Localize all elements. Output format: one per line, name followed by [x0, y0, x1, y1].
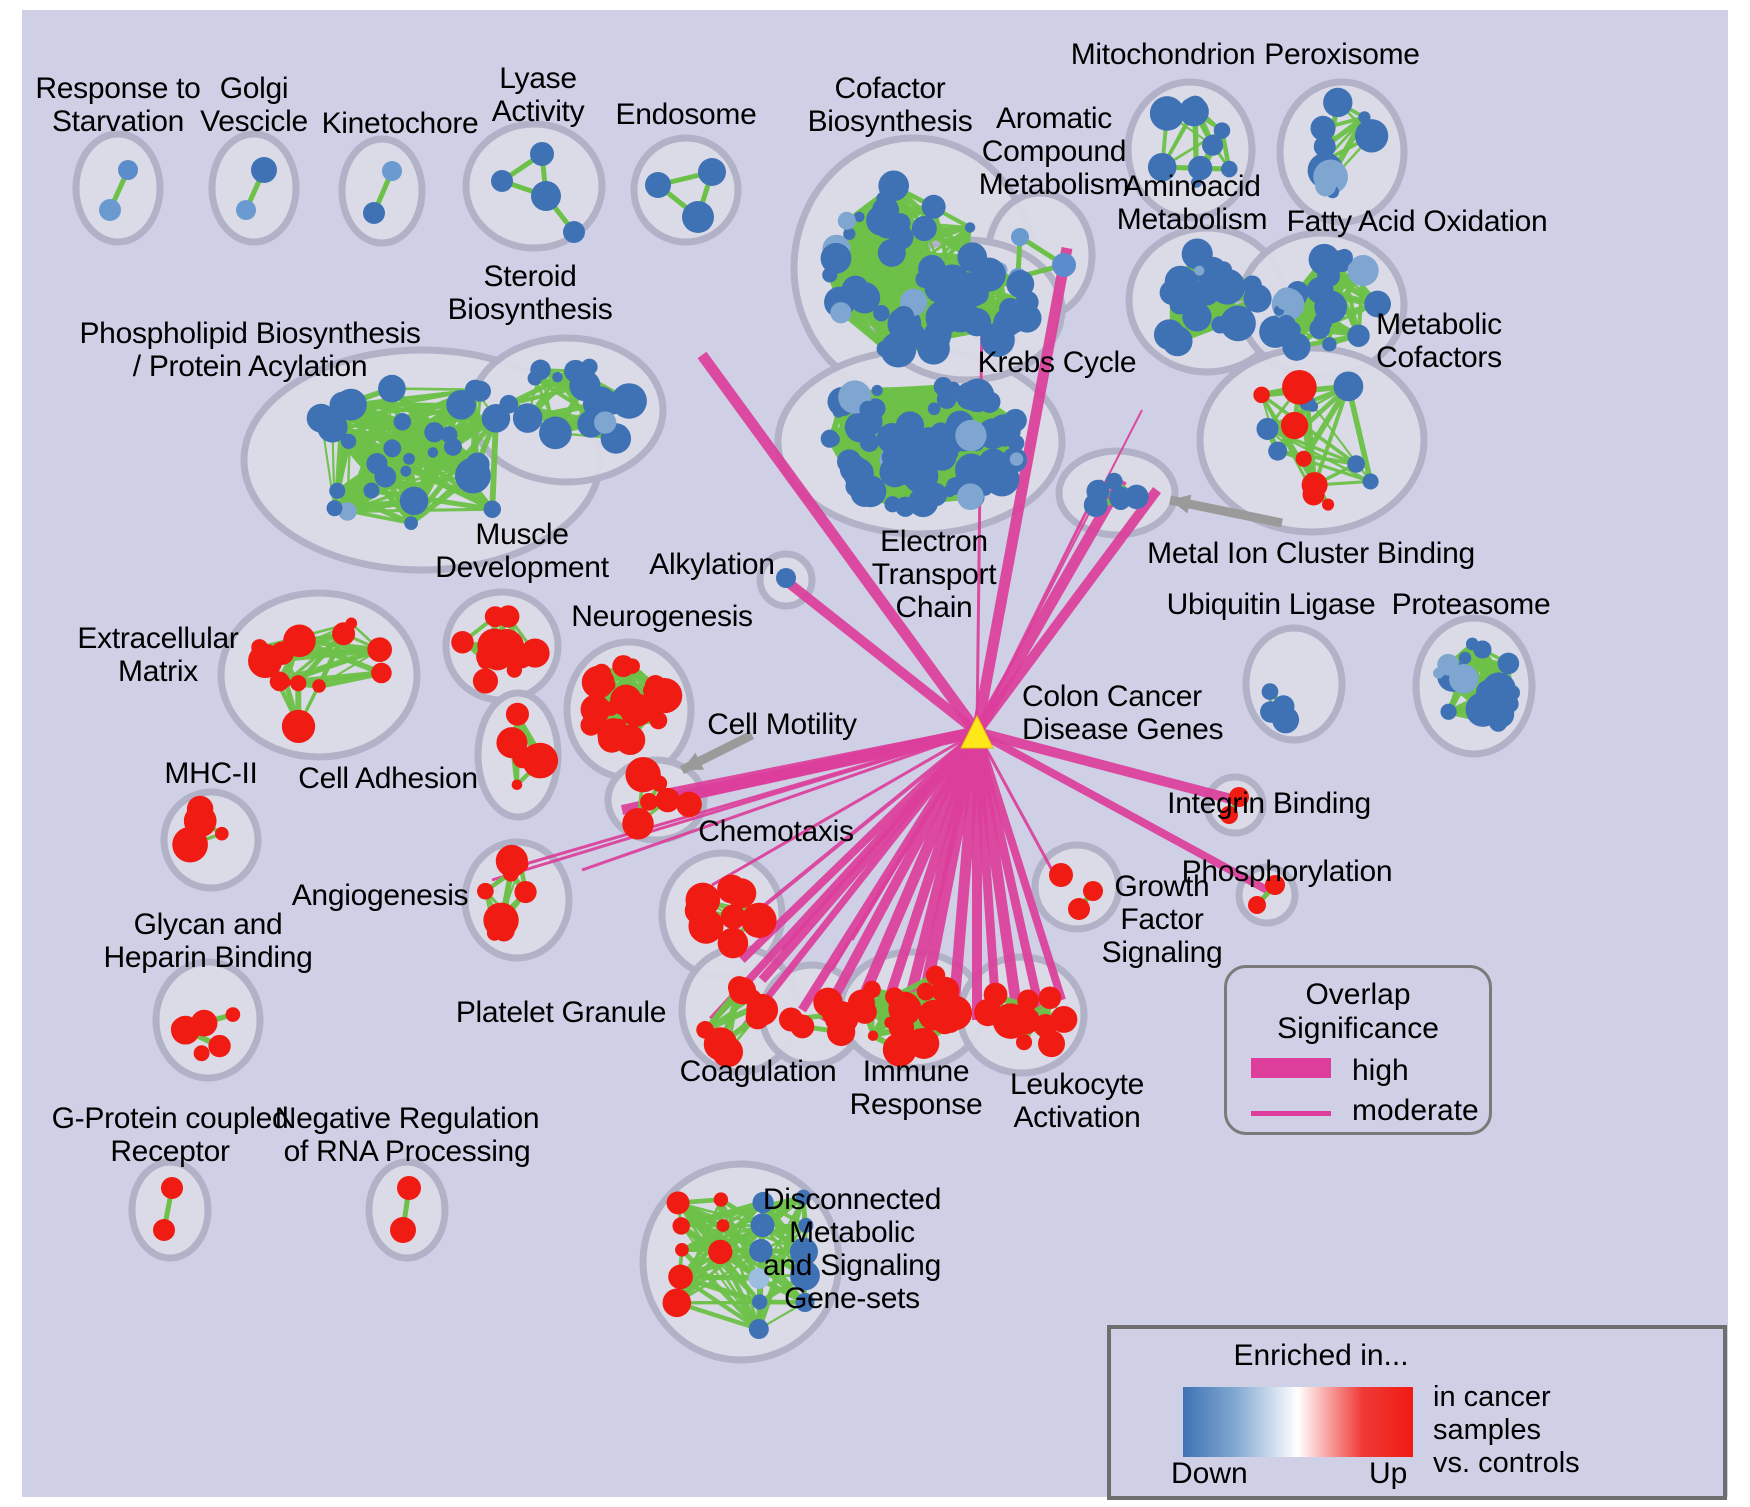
enriched-legend-title: Enriched in...	[1233, 1339, 1409, 1372]
cluster-label-fatty-acid-oxidation: Fatty Acid Oxidation	[1286, 205, 1548, 238]
network-canvas[interactable]: Response to Starvation Golgi Vescicle Kine…	[22, 10, 1728, 1500]
cluster-label-aromatic-compound-metabolism: Aromatic Compound Metabolism	[978, 102, 1130, 201]
cluster-label-alkylation: Alkylation	[649, 548, 775, 581]
cluster-label-metabolic-cofactors: Metabolic Cofactors	[1376, 308, 1502, 374]
overlap-moderate-label: moderate	[1352, 1094, 1479, 1127]
enriched-side-text: in cancer samples vs. controls	[1433, 1381, 1580, 1479]
enriched-colorbar	[1183, 1387, 1413, 1457]
cluster-label-cell-adhesion: Cell Adhesion	[298, 762, 478, 795]
cluster-label-integrin-binding: Integrin Binding	[1167, 787, 1371, 820]
cluster-label-ubiquitin-ligase: Ubiquitin Ligase	[1166, 588, 1376, 621]
network-svg	[72, 78, 1536, 1364]
cluster-label-negative-regulation-rna: Negative Regulation of RNA Processing	[274, 1102, 540, 1168]
cluster-label-metal-ion-cluster-binding: Metal Ion Cluster Binding	[1147, 537, 1475, 570]
cluster-label-leukocyte-activation: Leukocyte Activation	[1009, 1068, 1145, 1134]
cluster-label-steroid-biosynthesis: Steroid Biosynthesis	[447, 260, 613, 326]
overlap-moderate-swatch	[1251, 1111, 1331, 1116]
enriched-up-label: Up	[1369, 1457, 1408, 1490]
cluster-label-lyase-activity: Lyase Activity	[491, 62, 585, 128]
cluster-label-platelet-granule: Platelet Granule	[455, 996, 667, 1029]
cluster-label-angiogenesis: Angiogenesis	[291, 879, 469, 912]
cluster-label-chemotaxis: Chemotaxis	[698, 815, 854, 848]
cluster-label-cofactor-biosynthesis: Cofactor Biosynthesis	[807, 72, 973, 138]
cluster-label-krebs-cycle: Krebs Cycle	[977, 346, 1137, 379]
cluster-label-response-to-starvation: Response to Starvation	[35, 72, 201, 138]
cluster-label-growth-factor-signaling: Growth Factor Signaling	[1101, 870, 1223, 969]
cluster-label-proteasome: Proteasome	[1391, 588, 1551, 621]
cluster-label-cell-motility: Cell Motility	[707, 708, 857, 741]
cluster-label-peroxisome: Peroxisome	[1264, 38, 1420, 71]
enriched-down-label: Down	[1171, 1457, 1248, 1490]
cluster-label-extracellular-matrix: Extracellular Matrix	[77, 622, 239, 688]
cluster-label-glycan-heparin-binding: Glycan and Heparin Binding	[103, 908, 313, 974]
cluster-label-phosphorylation: Phosphorylation	[1181, 855, 1393, 888]
overlap-high-swatch	[1251, 1058, 1331, 1078]
cluster-label-coagulation: Coagulation	[679, 1055, 837, 1088]
enriched-in-legend: Enriched in... Down Up in cancer samples v…	[1107, 1325, 1727, 1500]
overlap-high-label: high	[1352, 1054, 1409, 1087]
cluster-label-immune-response: Immune Response	[849, 1055, 983, 1121]
hub-label-colon-cancer-disease-genes: Colon Cancer Disease Genes	[1022, 680, 1224, 746]
cluster-label-disconnected-gene-sets: Disconnected Metabolic and Signaling Gen…	[762, 1183, 942, 1315]
cluster-label-endosome: Endosome	[615, 98, 757, 131]
cluster-label-golgi-vescicle: Golgi Vescicle	[200, 72, 308, 138]
cluster-label-muscle-development: Muscle Development	[435, 518, 609, 584]
cluster-label-kinetochore: Kinetochore	[321, 107, 479, 140]
cluster-label-mhc-ii: MHC-II	[164, 757, 258, 790]
cluster-label-neurogenesis: Neurogenesis	[571, 600, 753, 633]
cluster-label-g-protein-coupled-receptor: G-Protein coupled Receptor	[51, 1102, 289, 1168]
overlap-legend-title: Overlap Significance	[1277, 978, 1439, 1045]
overlap-significance-legend: Overlap Significance high moderate	[1224, 965, 1492, 1135]
cluster-label-mitochondrion: Mitochondrion	[1070, 38, 1256, 71]
cluster-label-electron-transport-chain: Electron Transport Chain	[871, 525, 997, 624]
cluster-label-aminoacid-metabolism: Aminoacid Metabolism	[1116, 170, 1268, 236]
cluster-label-phospholipid-biosynthesis: Phospholipid Biosynthesis / Protein Acyl…	[79, 317, 421, 383]
